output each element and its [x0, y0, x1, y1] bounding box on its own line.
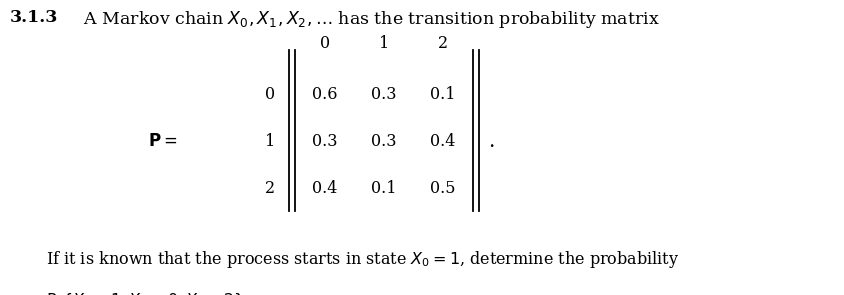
Text: 1: 1	[265, 133, 275, 150]
Text: 0.1: 0.1	[371, 180, 397, 197]
Text: 1: 1	[379, 35, 389, 52]
Text: .: .	[488, 132, 495, 151]
Text: 0.3: 0.3	[371, 86, 397, 103]
Text: 2: 2	[438, 35, 448, 52]
Text: 0: 0	[265, 86, 275, 103]
Text: $\mathrm{Pr}\{X_0 = 1, X_1 = 0, X_2 = 2\}$.: $\mathrm{Pr}\{X_0 = 1, X_1 = 0, X_2 = 2\…	[46, 292, 250, 295]
Text: 0.3: 0.3	[371, 133, 397, 150]
Text: If it is known that the process starts in state $X_0 = 1$, determine the probabi: If it is known that the process starts i…	[46, 249, 679, 270]
Text: 0.1: 0.1	[430, 86, 456, 103]
Text: 0.3: 0.3	[312, 133, 338, 150]
Text: 3.1.3: 3.1.3	[10, 9, 58, 26]
Text: 2: 2	[265, 180, 275, 197]
Text: $\mathbf{P} =$: $\mathbf{P} =$	[148, 133, 177, 150]
Text: 0.5: 0.5	[430, 180, 456, 197]
Text: 0.6: 0.6	[312, 86, 338, 103]
Text: A Markov chain $X_0, X_1, X_2, \ldots$ has the transition probability matrix: A Markov chain $X_0, X_1, X_2, \ldots$ h…	[78, 9, 659, 30]
Text: 0.4: 0.4	[312, 180, 338, 197]
Text: 0.4: 0.4	[430, 133, 456, 150]
Text: 0: 0	[320, 35, 330, 52]
